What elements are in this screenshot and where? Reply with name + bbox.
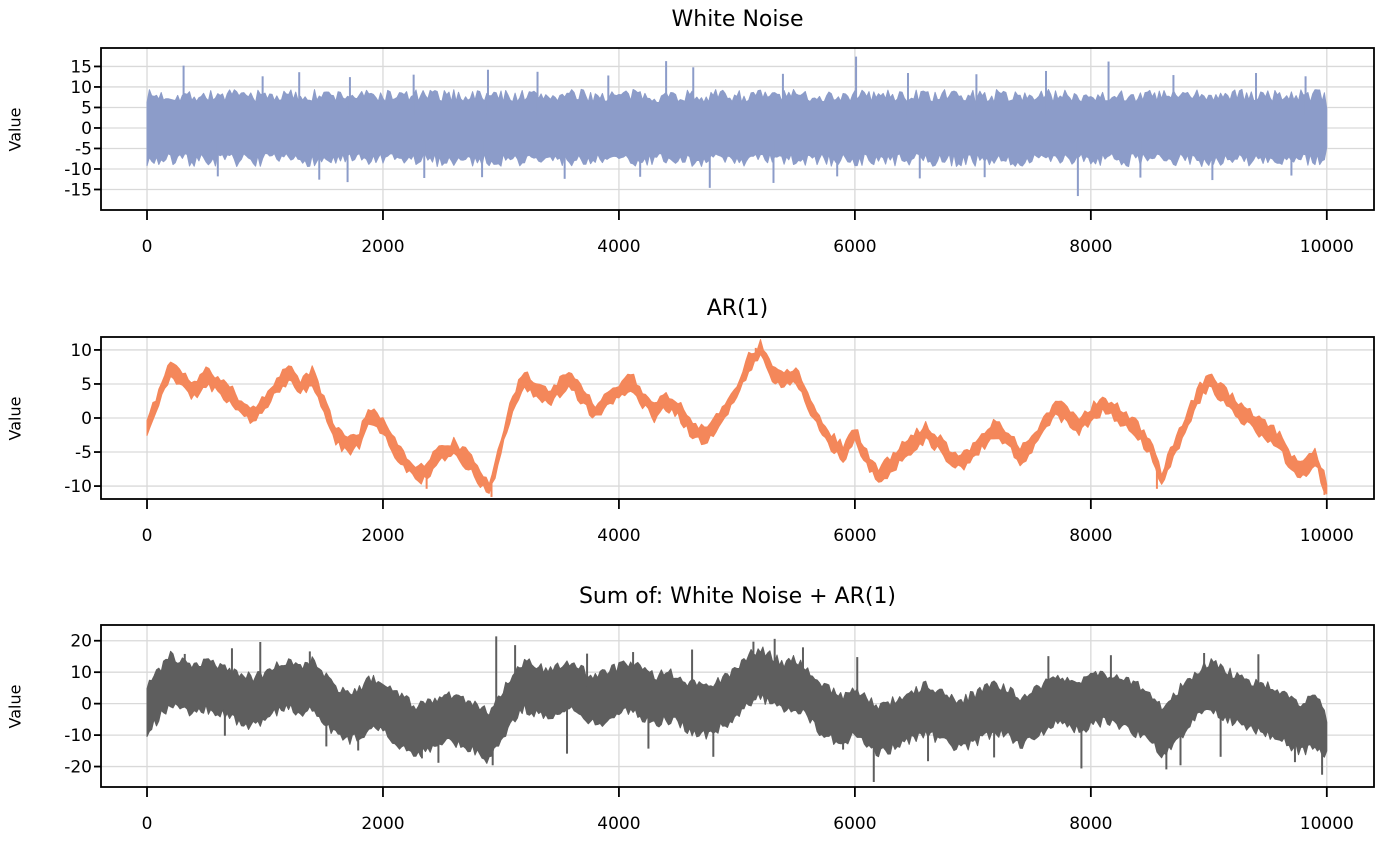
sum-series xyxy=(146,636,1328,782)
white-noise-band xyxy=(146,88,1328,167)
plot-title-ar1: AR(1) xyxy=(706,296,769,321)
white-noise-series xyxy=(146,56,1328,197)
y-tick-label: -10 xyxy=(64,477,92,497)
y-tick-label: 20 xyxy=(70,632,92,652)
y-tick-label: 5 xyxy=(81,98,92,118)
x-tick-label: 0 xyxy=(142,526,153,546)
plot-title-white-noise: White Noise xyxy=(671,7,804,32)
x-tick-label: 8000 xyxy=(1069,526,1112,546)
axis-ticks: 0 2000 4000 6000 8000 10000 10 5 0 -5 -10 xyxy=(64,341,1354,546)
sum-plot: 0 2000 4000 6000 8000 10000 20 10 0 -10 -20 xyxy=(64,624,1375,834)
x-tick-label: 8000 xyxy=(1069,814,1112,834)
ar1-series xyxy=(146,339,1328,497)
ar1-plot: 0 2000 4000 6000 8000 10000 10 5 0 -5 -10 xyxy=(64,336,1375,546)
x-tick-label: 6000 xyxy=(833,237,876,257)
y-tick-label: -15 xyxy=(64,180,92,200)
ar1-band xyxy=(146,339,1328,495)
y-tick-label: 0 xyxy=(81,409,92,429)
x-tick-label: 0 xyxy=(142,814,153,834)
y-tick-label: 0 xyxy=(81,119,92,139)
x-tick-label: 10000 xyxy=(1300,237,1354,257)
panel-sum: Sum of: White Noise + AR(1) Value 0 2000 4… xyxy=(0,577,1400,866)
y-tick-label: -10 xyxy=(64,160,92,180)
y-tick-label: -10 xyxy=(64,726,92,746)
x-tick-label: 6000 xyxy=(833,814,876,834)
x-tick-label: 4000 xyxy=(597,237,640,257)
x-tick-label: 10000 xyxy=(1300,526,1354,546)
x-tick-label: 0 xyxy=(142,237,153,257)
plot-title-sum: Sum of: White Noise + AR(1) xyxy=(578,584,897,609)
y-tick-label: 10 xyxy=(70,663,92,683)
axes-box xyxy=(100,624,1375,788)
y-tick-label: 10 xyxy=(70,341,92,361)
y-tick-label: -5 xyxy=(75,443,92,463)
axis-ticks: 0 2000 4000 6000 8000 10000 20 10 0 -10 -20 xyxy=(64,632,1354,834)
x-tick-label: 2000 xyxy=(361,237,404,257)
x-tick-label: 8000 xyxy=(1069,237,1112,257)
x-tick-label: 2000 xyxy=(361,526,404,546)
grid xyxy=(101,337,1374,499)
y-tick-label: 15 xyxy=(70,57,92,77)
x-tick-label: 10000 xyxy=(1300,814,1354,834)
y-tick-label: 10 xyxy=(70,78,92,98)
panel-ar1: AR(1) Value 0 2000 4000 6000 8000 10000 10 5 0 -5… xyxy=(0,289,1400,578)
x-tick-label: 2000 xyxy=(361,814,404,834)
y-tick-label: -20 xyxy=(64,758,92,778)
x-tick-label: 4000 xyxy=(597,814,640,834)
panel-white-noise: White Noise Value 0 2000 4000 6000 8000 10000… xyxy=(0,0,1400,289)
y-tick-label: 0 xyxy=(81,695,92,715)
y-tick-label: 5 xyxy=(81,375,92,395)
sum-band xyxy=(146,646,1328,764)
y-tick-label: -5 xyxy=(75,139,92,159)
x-tick-label: 4000 xyxy=(597,526,640,546)
x-tick-label: 6000 xyxy=(833,526,876,546)
axes-box xyxy=(100,47,1375,211)
